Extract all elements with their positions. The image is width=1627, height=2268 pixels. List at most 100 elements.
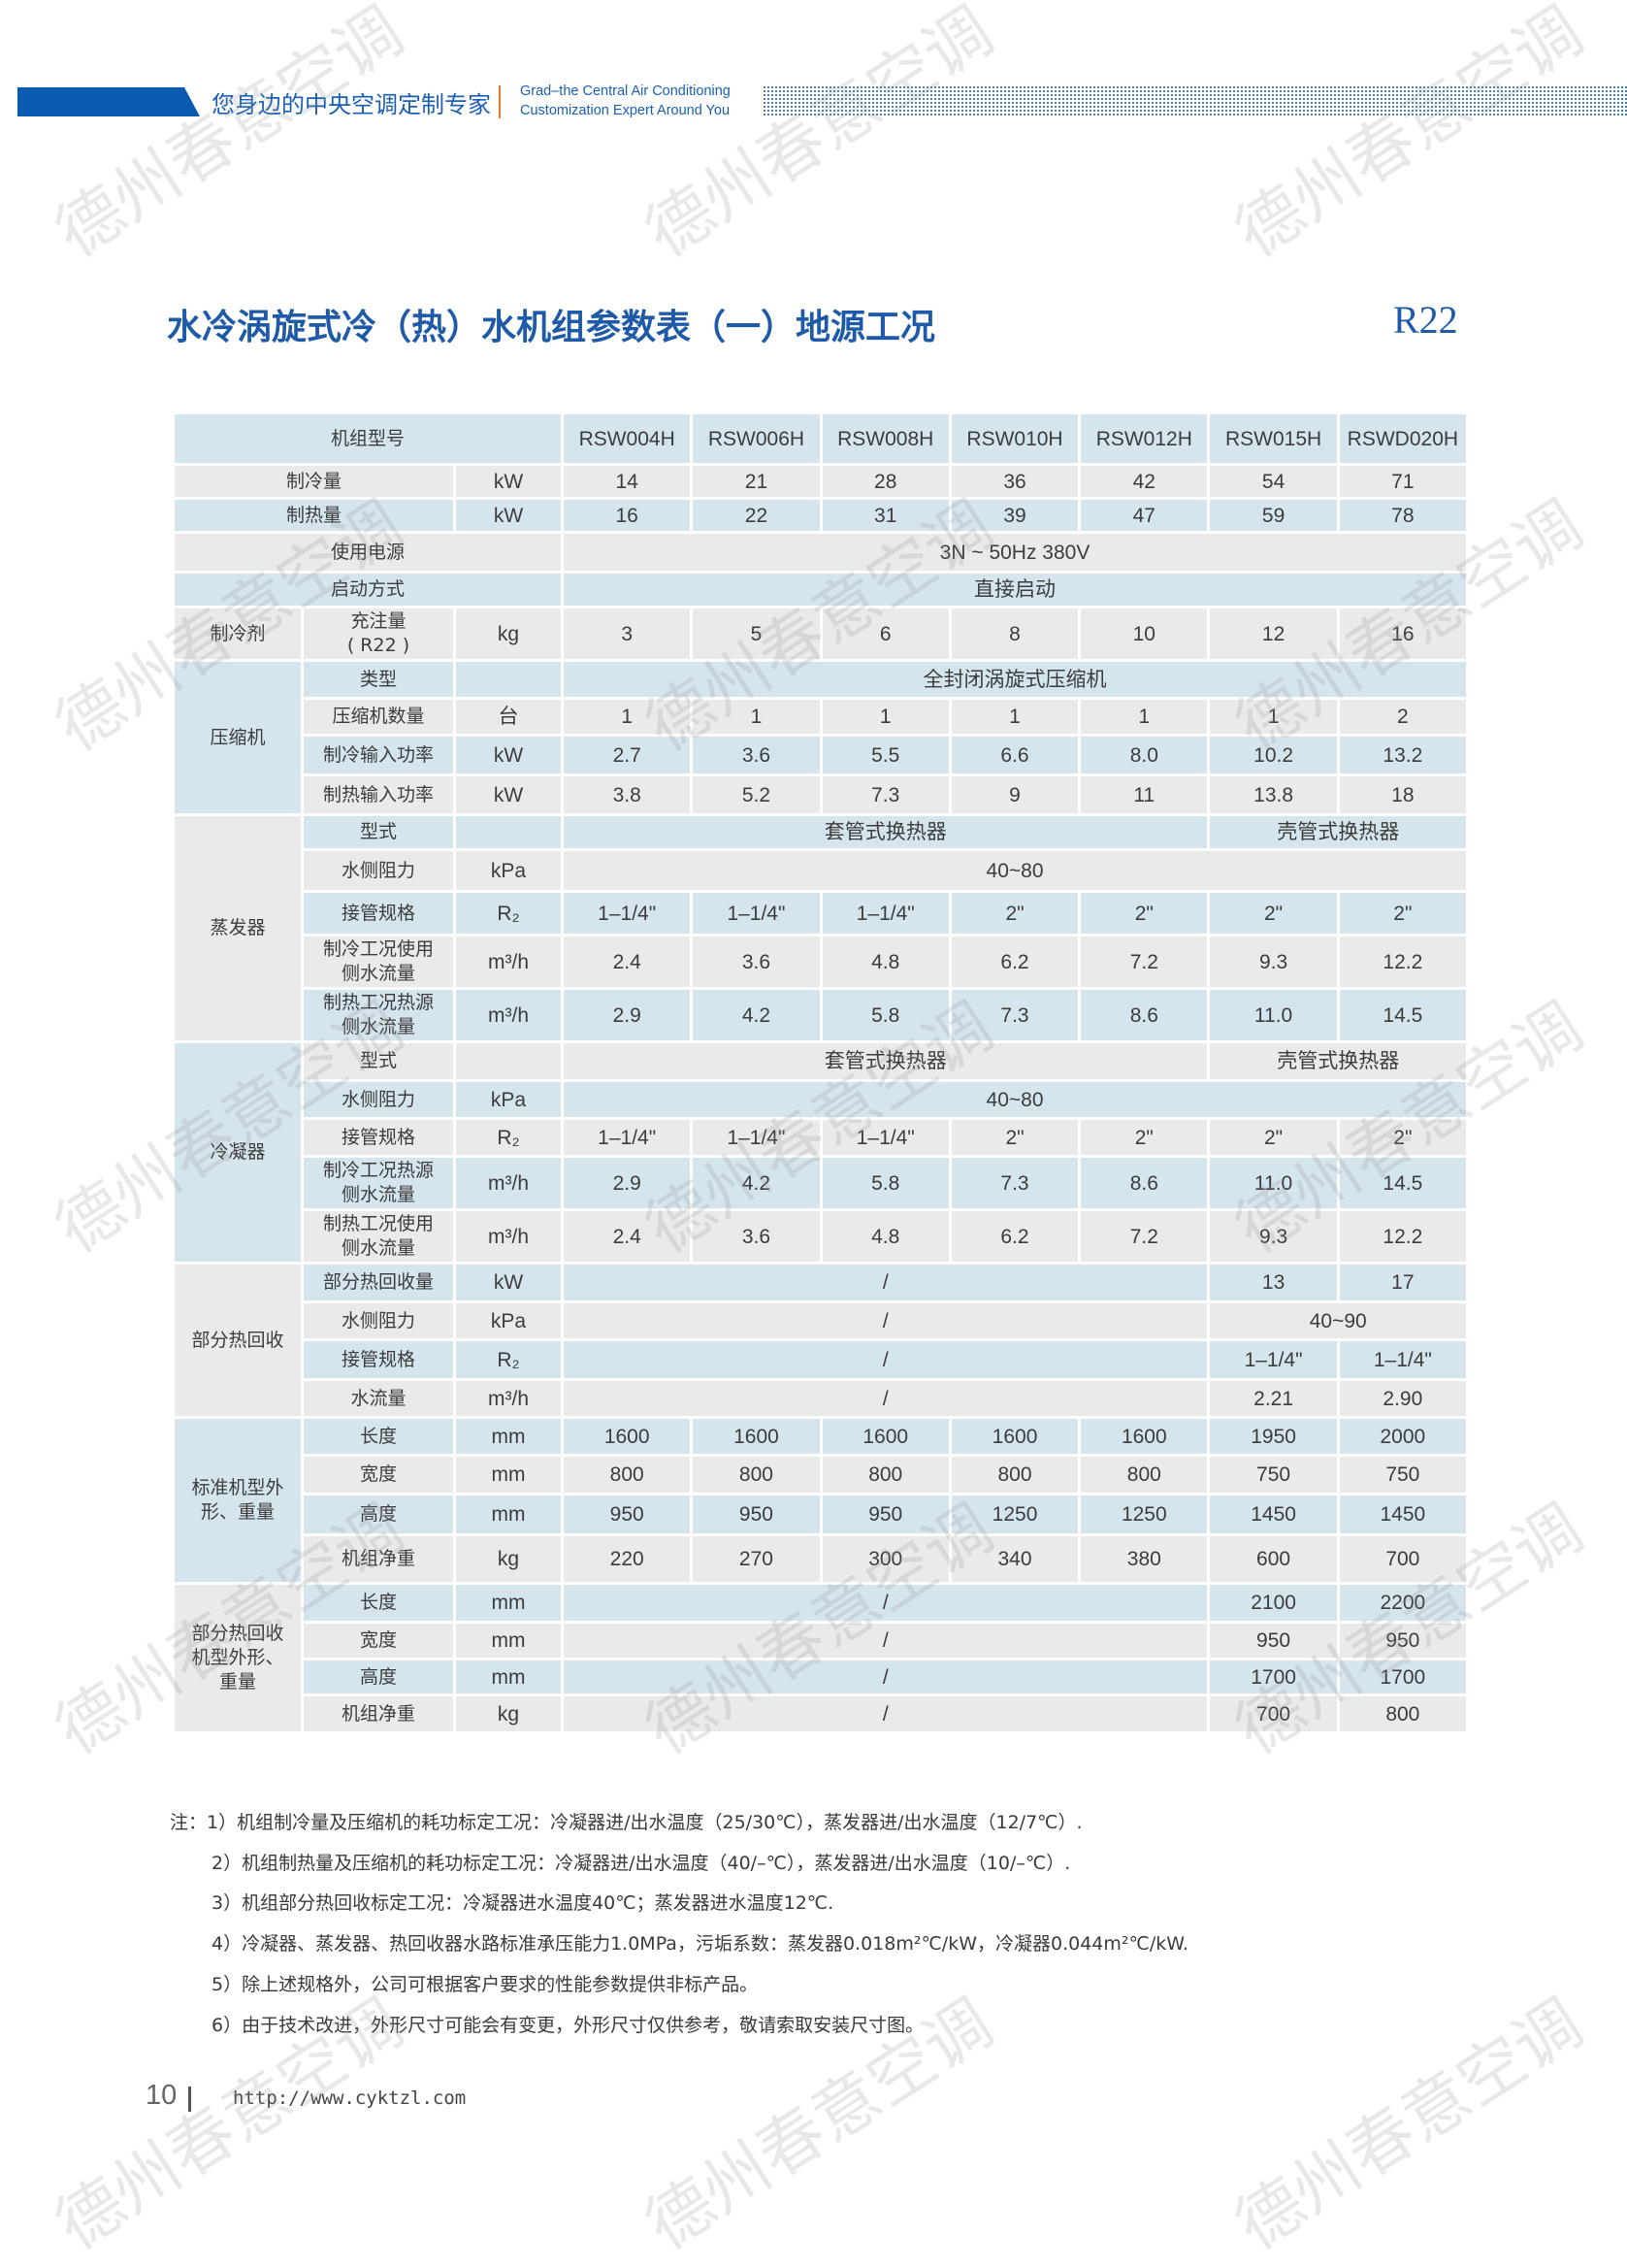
table-cell: 300 [819,1533,952,1585]
row-unit: kg [452,1693,565,1734]
row-unit: kPa [452,1300,565,1341]
footer-url[interactable]: http://www.cyktzl.com [233,2087,467,2109]
table-cell: / [561,1658,1211,1696]
table-cell: 1600 [819,1416,952,1457]
table-row: 高度 mm/1700 1700 [174,1658,1470,1696]
table-row: 水侧阻力 kPa/40~90 [174,1300,1469,1341]
table-cell: 4.8 [819,1208,952,1265]
row-label: 水流量 [301,1378,456,1419]
watermark-text: 德州春意空调 [633,0,1007,274]
table-row: 部分热回收 机型外形、 重量 长度 mm/2100 2200 [172,1582,1470,1734]
table-cell: 71 [1336,463,1470,500]
row-label: 制冷量 [172,463,456,500]
header-model-rsw012h: RSW012H [1078,411,1211,466]
table-cell: 13 [1207,1262,1340,1303]
row-unit: mm [452,1582,565,1624]
row-unit: kW [452,497,565,534]
row-unit-empty [452,813,565,851]
table-cell: 5 [690,606,823,662]
table-cell: / [561,1338,1211,1381]
table-cell: 1450 [1207,1493,1340,1536]
row-label: 制热输入功率 [301,773,456,816]
table-cell: 1–1/4" [561,890,694,937]
group-label: 蒸发器 [172,813,304,1043]
table-cell: 40~80 [561,848,1469,893]
table-cell: 7.2 [1078,1208,1211,1265]
row-label: 部分热回收量 [301,1262,456,1303]
table-row: 启动方式 直接启动 [171,571,1469,608]
row-unit: m³/h [452,1208,565,1265]
table-cell: 1 [819,697,952,737]
table-row: 制热量 kW 16 22 31 39 47 59 78 [172,497,1470,534]
group-label: 压缩机 [172,659,304,816]
row-unit: kW [452,773,565,816]
table-cell: 2.4 [561,1208,694,1265]
table-cell: 800 [1078,1454,1211,1496]
table-cell: 750 [1207,1454,1340,1496]
table-cell: 1–1/4" [1336,1338,1470,1381]
row-unit: m³/h [452,1155,565,1211]
table-cell: 1600 [948,1416,1082,1457]
table-cell: 22 [690,497,823,534]
table-cell: 3.6 [690,934,823,990]
row-unit: R₂ [452,890,565,937]
table-cell: 2.90 [1336,1378,1470,1419]
table-row: 水侧阻力 kPa 40~80 [174,1079,1469,1120]
table-cell: 1 [690,697,823,737]
row-label: 长度 [301,1582,456,1624]
table-cell: 直接启动 [561,571,1469,608]
table-cell: 壳管式换热器 [1207,1040,1469,1082]
table-row: 接管规格 R₂/1–1/4" 1–1/4" [174,1338,1470,1381]
table-cell: 10.2 [1207,734,1340,776]
row-label: 机组净重 [301,1533,456,1585]
table-row: 水流量 m³/h/2.21 2.90 [174,1378,1470,1419]
table-cell: / [561,1300,1211,1341]
table-cell: 1600 [690,1416,823,1457]
table-cell: 17 [1336,1262,1470,1303]
row-label: 接管规格 [301,890,456,937]
row-label: 型式 [301,1040,456,1082]
table-row: 制冷量 kW 14 21 28 36 42 54 71 [172,463,1470,500]
row-unit: kg [452,1533,565,1585]
table-row: 制冷工况使用 侧水流量 m³/h 2.4 3.6 4.8 6.2 7.2 9.3 12.2 [174,934,1470,990]
table-cell: 1 [948,697,1082,737]
table-cell: 12 [1207,606,1340,662]
table-cell: 380 [1078,1533,1211,1585]
table-cell: 1 [561,697,694,737]
table-cell: 7.2 [1078,934,1211,990]
header-model-rsw015h: RSW015H [1207,411,1340,466]
table-cell: 1–1/4" [819,1117,952,1158]
table-cell: 9 [948,773,1082,816]
table-cell: / [561,1621,1211,1660]
row-label: 使用电源 [171,531,565,574]
row-unit: R₂ [452,1338,565,1381]
table-cell: 10 [1078,606,1211,662]
table-row: 宽度 mm 800 800 800 800 800 750 750 [174,1454,1470,1496]
table-cell: 4.8 [819,934,952,990]
table-cell: 59 [1207,497,1340,534]
table-cell: 11.0 [1207,1155,1340,1211]
table-cell: 1250 [948,1493,1082,1536]
table-cell: 14.5 [1336,987,1470,1043]
table-cell: 750 [1336,1454,1470,1496]
note-item: 3）机组部分热回收标定工况：冷凝器进水温度40℃；蒸发器进水温度12℃. [212,1892,834,1915]
table-cell: 800 [1336,1693,1470,1734]
row-label: 接管规格 [301,1117,456,1158]
table-row: 冷凝器 型式 套管式换热器 壳管式换热器 [172,1040,1469,1265]
row-label: 水侧阻力 [301,1300,456,1341]
table-cell: 1–1/4" [690,1117,823,1158]
note-item: 6）由于技术改进，外形尺寸可能会有变更，外形尺寸仅供参考，敬请索取安装尺寸图。 [212,2014,925,2036]
row-label: 制冷工况使用 侧水流量 [301,934,456,990]
header-slogan-en-line2: Customization Expert Around You [520,103,731,118]
table-row: 制冷剂 充注量 ( R22 ) kg 3 5 6 8 10 12 16 [172,606,1470,662]
table-cell: 2000 [1336,1416,1470,1457]
table-row: 高度 mm 950 950 950 1250 1250 1450 1450 [174,1493,1470,1536]
table-row: 制冷输入功率 kW 2.7 3.6 5.5 6.6 8.0 10.2 13.2 [174,734,1470,776]
table-cell: 2100 [1207,1582,1340,1624]
header-dot-pattern [763,85,1627,116]
row-unit: kg [452,606,565,662]
table-cell: 2.9 [561,987,694,1043]
header-model-rsw006h: RSW006H [690,411,823,466]
table-cell: 270 [690,1533,823,1585]
table-cell: 5.5 [819,734,952,776]
